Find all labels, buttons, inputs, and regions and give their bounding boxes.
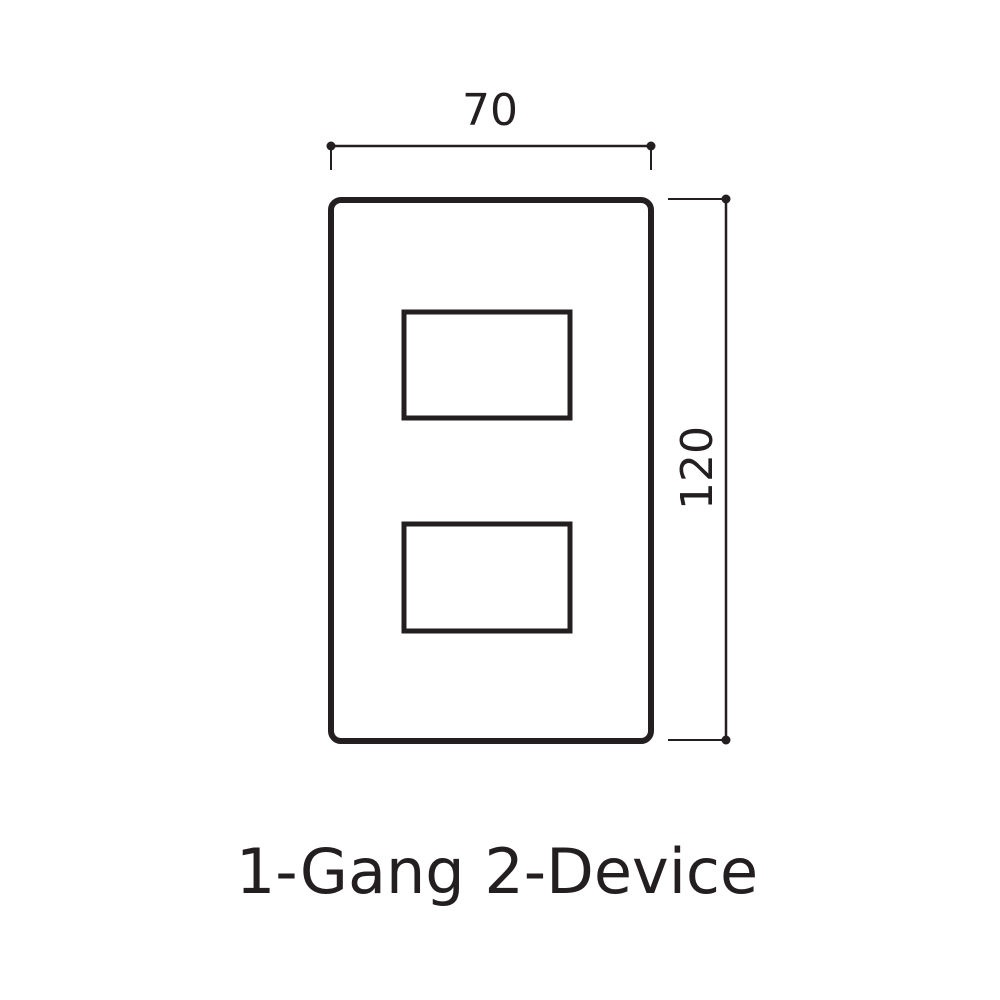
height-dimension: 120: [668, 194, 731, 745]
caption-text: 1-Gang 2-Device: [236, 835, 758, 908]
wall-plate-outline: [328, 197, 654, 744]
width-endpoint-left: [326, 141, 336, 151]
device-opening-bottom: [401, 521, 573, 634]
width-label: 70: [462, 85, 518, 136]
width-endpoint-right: [646, 141, 656, 151]
height-label: 120: [672, 426, 723, 510]
height-endpoint-top: [721, 194, 731, 204]
device-opening-top: [401, 309, 573, 421]
height-endpoint-bottom: [721, 735, 731, 745]
width-dimension: 70: [326, 85, 656, 170]
